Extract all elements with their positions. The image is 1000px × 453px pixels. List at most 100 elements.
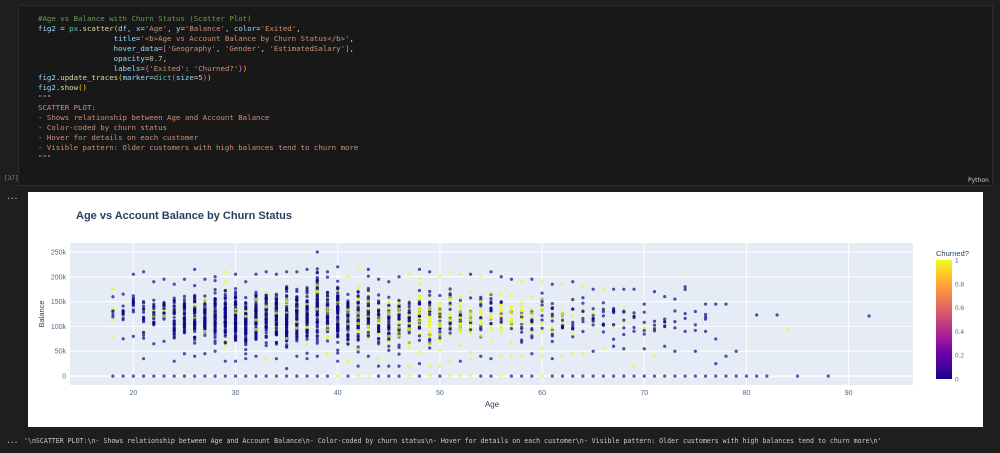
code-token: df	[118, 23, 128, 33]
data-point	[448, 270, 452, 274]
data-point	[285, 343, 289, 347]
data-point	[213, 279, 217, 283]
output-menu-icon-2[interactable]: ...	[6, 436, 18, 445]
data-point	[448, 359, 452, 363]
data-point	[714, 337, 718, 341]
data-point	[264, 341, 268, 345]
data-point	[520, 313, 524, 317]
data-point	[765, 374, 769, 378]
data-point	[428, 289, 432, 294]
data-point	[622, 318, 626, 322]
data-point	[642, 320, 646, 324]
code-token: fig2	[38, 23, 56, 33]
output-menu-icon[interactable]: ...	[6, 192, 18, 201]
code-token: (	[78, 83, 83, 93]
data-point	[683, 285, 687, 289]
data-point	[254, 306, 258, 310]
data-point	[560, 313, 565, 318]
data-point	[366, 321, 370, 325]
code-token: y	[176, 23, 181, 33]
data-point	[458, 295, 462, 299]
code-token: x	[135, 23, 141, 33]
data-point	[397, 275, 401, 279]
scatter-chart[interactable]: Age vs Account Balance by Churn Status B…	[28, 192, 983, 427]
data-point	[203, 317, 207, 322]
data-point	[274, 272, 279, 276]
code-line: hover_data=['Geography', 'Gender', 'Esti…	[38, 44, 358, 54]
data-point	[642, 347, 646, 351]
data-point	[285, 270, 289, 274]
data-point	[121, 309, 125, 313]
data-point	[254, 327, 258, 332]
data-point	[479, 318, 483, 322]
data-point	[458, 310, 462, 314]
data-point	[540, 374, 544, 378]
data-point	[489, 291, 493, 295]
code-token: =	[256, 23, 261, 33]
data-point	[530, 318, 534, 322]
data-point	[499, 320, 503, 325]
code-token: px	[69, 23, 79, 33]
data-point	[703, 315, 708, 319]
data-point	[366, 307, 370, 311]
data-point	[581, 352, 585, 356]
data-point	[683, 316, 687, 320]
data-point	[305, 342, 309, 346]
data-point	[305, 286, 309, 290]
data-point	[530, 374, 534, 378]
data-point	[448, 292, 452, 296]
data-point	[601, 330, 605, 334]
data-point	[489, 325, 493, 329]
execution-count: [37]	[4, 175, 19, 182]
data-point	[601, 314, 605, 318]
data-point	[356, 321, 360, 326]
data-point	[172, 304, 176, 308]
code-token: 'Age'	[144, 23, 168, 33]
data-point	[213, 335, 217, 340]
language-indicator[interactable]: Python	[968, 177, 989, 184]
data-point	[663, 324, 667, 328]
data-point	[346, 328, 350, 332]
data-point	[387, 334, 391, 338]
data-point	[632, 329, 636, 333]
data-point	[632, 374, 636, 378]
data-point	[233, 314, 238, 318]
data-point	[458, 301, 462, 305]
data-point	[397, 301, 401, 306]
data-point	[448, 322, 452, 326]
code-token: - Shows relationship between Age and Acc…	[38, 113, 270, 123]
data-point	[193, 314, 197, 318]
code-cell[interactable]: #Age vs Balance with Churn Status (Scatt…	[18, 5, 993, 186]
data-point	[438, 293, 442, 298]
data-point	[714, 362, 718, 366]
data-point	[468, 328, 473, 332]
data-point	[397, 325, 401, 329]
code-token: title	[113, 33, 136, 43]
data-point	[622, 347, 626, 351]
data-point	[264, 343, 268, 348]
data-point	[438, 332, 442, 337]
data-point	[550, 312, 554, 316]
data-point	[458, 306, 462, 311]
data-point	[479, 334, 483, 338]
data-point	[652, 354, 657, 358]
data-point	[274, 326, 279, 331]
data-point	[448, 333, 452, 337]
code-token: ,	[224, 23, 234, 33]
data-point	[213, 309, 217, 313]
data-point	[152, 374, 156, 378]
data-point	[652, 319, 657, 323]
data-point	[458, 359, 462, 363]
code-token: )	[242, 63, 248, 73]
data-point	[356, 319, 360, 323]
code-line: SCATTER PLOT:	[38, 103, 358, 113]
data-point	[581, 374, 585, 378]
data-point	[571, 325, 575, 330]
data-point	[540, 299, 544, 304]
code-editor[interactable]: #Age vs Balance with Churn Status (Scatt…	[38, 14, 358, 163]
data-point	[356, 300, 360, 305]
data-point	[233, 338, 238, 342]
data-point	[295, 302, 299, 307]
data-point	[612, 374, 616, 378]
data-point	[397, 307, 401, 311]
